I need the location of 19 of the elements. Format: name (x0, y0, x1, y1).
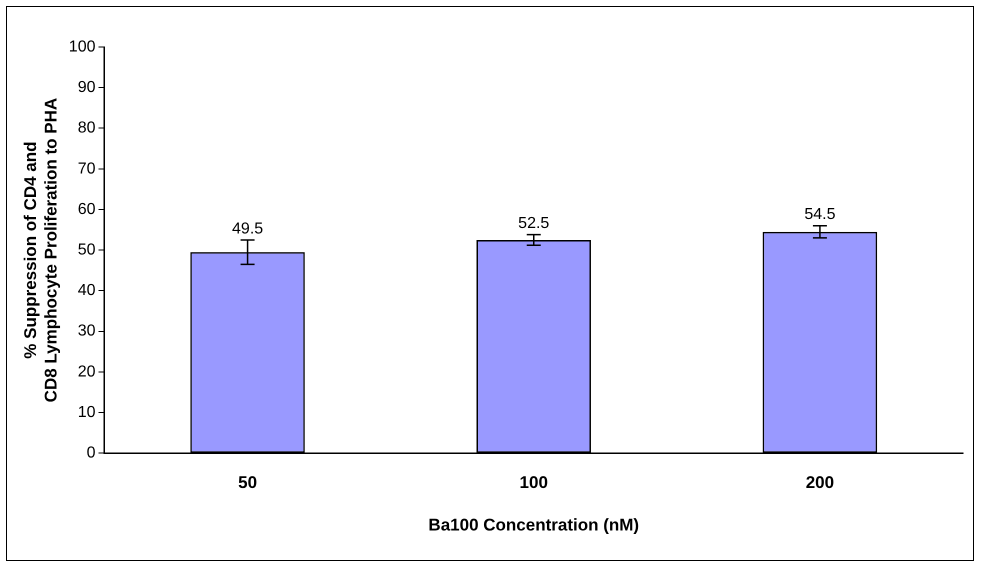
y-tick-label: 60 (78, 200, 96, 218)
x-tick-label: 100 (520, 473, 548, 492)
y-tick-label: 30 (78, 322, 96, 340)
data-label: 54.5 (804, 206, 836, 224)
data-label: 52.5 (518, 215, 550, 232)
y-tick-label: 40 (78, 282, 96, 300)
y-tick-label: 50 (78, 242, 96, 259)
x-tick-label: 50 (238, 473, 258, 492)
y-tick-label: 100 (68, 38, 96, 56)
y-tick-label: 10 (78, 404, 96, 421)
y-tick-label: 80 (78, 120, 96, 137)
y-axis-title: % Suppression of CD4 and CD8 Lymphocyte Proliferation to PHA (20, 98, 60, 402)
data-label: 49.5 (232, 220, 264, 238)
x-tick-label: 200 (806, 473, 834, 492)
x-axis-title: Ba100 Concentration (nM) (428, 515, 640, 534)
y-tick-label: 70 (78, 160, 96, 178)
y-tick-label: 90 (78, 79, 96, 96)
y-tick-label: 20 (78, 363, 96, 380)
y-tick-label: 0 (86, 444, 96, 462)
